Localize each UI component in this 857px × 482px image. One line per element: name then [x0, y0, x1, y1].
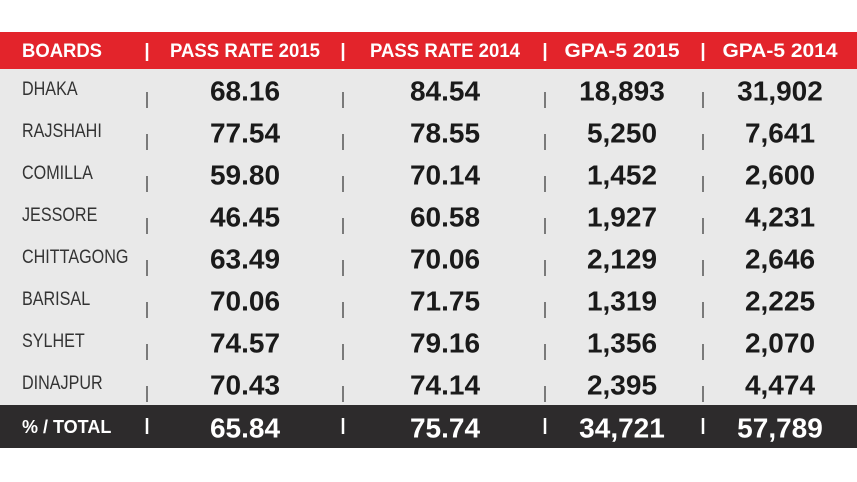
- body-bg: [0, 69, 857, 405]
- total-bar: [0, 405, 857, 448]
- total-value: 65.84: [210, 412, 280, 443]
- board-name: COMILLA: [22, 162, 93, 184]
- board-name: DHAKA: [22, 78, 78, 100]
- header-cell: PASS RATE 2014: [370, 41, 520, 62]
- board-name: RAJSHAHI: [22, 120, 102, 142]
- cell-value: 2,646: [745, 243, 815, 274]
- total-label: % / TOTAL: [22, 417, 111, 437]
- board-name: BARISAL: [22, 288, 90, 310]
- cell-value: 77.54: [210, 117, 280, 148]
- cell-value: 2,395: [587, 369, 657, 400]
- total-value: 57,789: [737, 412, 823, 443]
- cell-value: 70.06: [410, 243, 480, 274]
- board-name: CHITTAGONG: [22, 246, 128, 268]
- cell-value: 60.58: [410, 201, 480, 232]
- cell-value: 78.55: [410, 117, 480, 148]
- cell-value: 1,356: [587, 327, 657, 358]
- header-cell: BOARDS: [22, 41, 102, 62]
- cell-value: 2,225: [745, 285, 815, 316]
- board-name: SYLHET: [22, 330, 85, 352]
- cell-value: 4,231: [745, 201, 815, 232]
- cell-value: 63.49: [210, 243, 280, 274]
- header-cell: GPA-5 2014: [723, 41, 838, 62]
- cell-value: 1,452: [587, 159, 657, 190]
- cell-value: 74.57: [210, 327, 280, 358]
- header-bar: [0, 32, 857, 69]
- cell-value: 1,319: [587, 285, 657, 316]
- header-cell: GPA-5 2015: [565, 41, 680, 62]
- cell-value: 18,893: [579, 75, 665, 106]
- cell-value: 46.45: [210, 201, 280, 232]
- board-name: DINAJPUR: [22, 372, 103, 394]
- header-cell: PASS RATE 2015: [170, 41, 320, 62]
- cell-value: 70.14: [410, 159, 480, 190]
- cell-value: 2,129: [587, 243, 657, 274]
- cell-value: 5,250: [587, 117, 657, 148]
- cell-value: 4,474: [745, 369, 815, 400]
- cell-value: 7,641: [745, 117, 815, 148]
- cell-value: 68.16: [210, 75, 280, 106]
- cell-value: 71.75: [410, 285, 480, 316]
- cell-value: 2,600: [745, 159, 815, 190]
- cell-value: 31,902: [737, 75, 823, 106]
- cell-value: 59.80: [210, 159, 280, 190]
- cell-value: 84.54: [410, 75, 480, 106]
- cell-value: 79.16: [410, 327, 480, 358]
- board-name: JESSORE: [22, 204, 97, 226]
- cell-value: 2,070: [745, 327, 815, 358]
- cell-value: 70.43: [210, 369, 280, 400]
- total-value: 75.74: [410, 412, 480, 443]
- cell-value: 70.06: [210, 285, 280, 316]
- cell-value: 1,927: [587, 201, 657, 232]
- total-value: 34,721: [579, 412, 665, 443]
- cell-value: 74.14: [410, 369, 480, 400]
